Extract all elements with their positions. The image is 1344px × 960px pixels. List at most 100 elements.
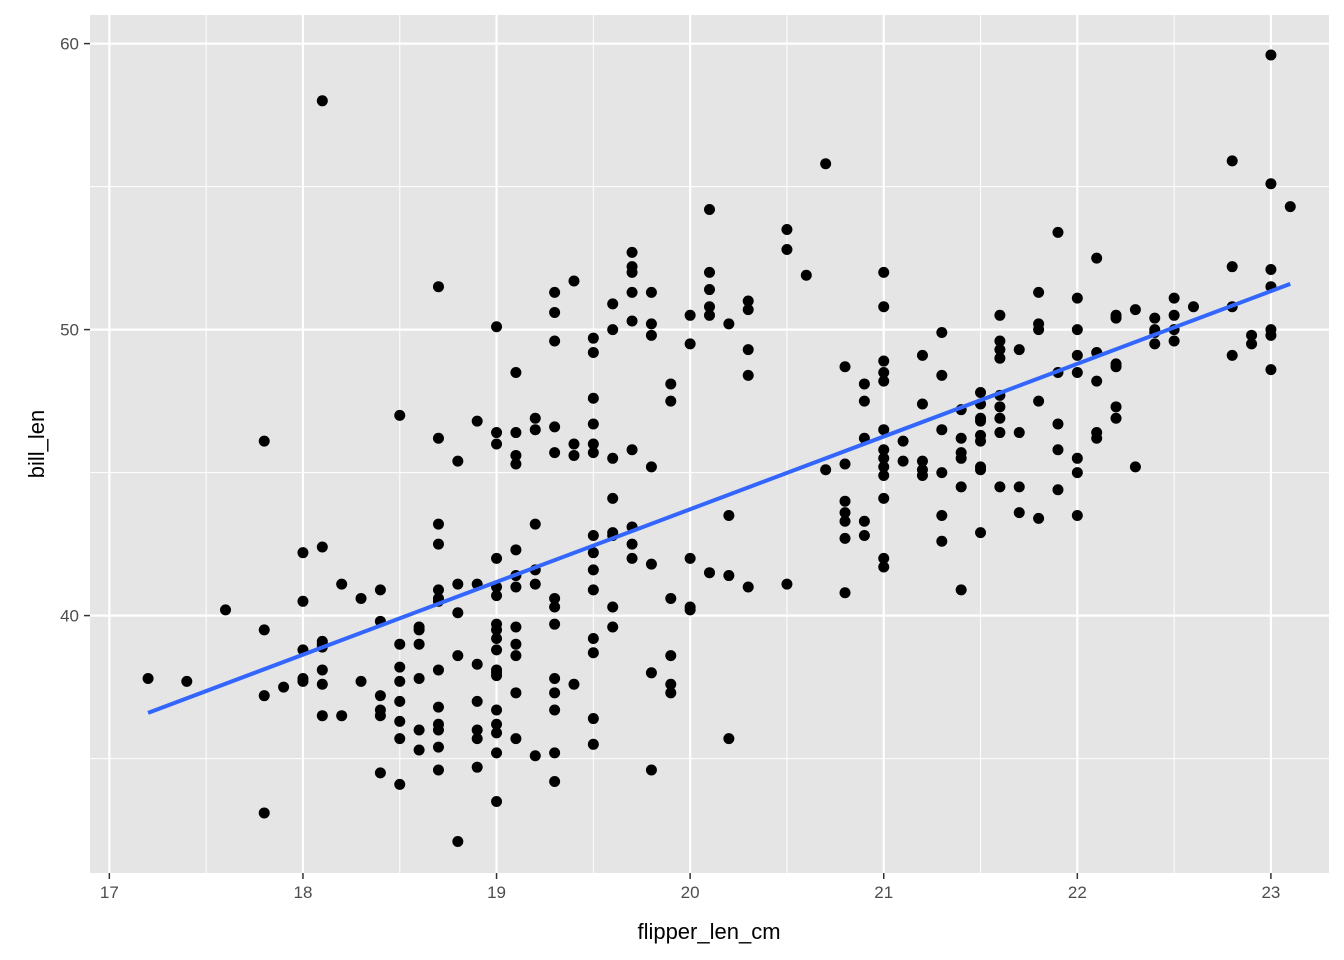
data-point: [1265, 364, 1277, 376]
data-point: [587, 584, 599, 596]
data-point: [1246, 329, 1258, 341]
data-point: [529, 518, 541, 530]
data-point: [394, 638, 406, 650]
data-point: [704, 309, 715, 321]
data-point: [510, 621, 522, 633]
data-point: [549, 592, 561, 604]
data-point: [510, 650, 522, 662]
data-point: [491, 704, 503, 716]
data-point: [587, 564, 599, 576]
data-point: [587, 713, 599, 725]
data-point: [1033, 395, 1045, 407]
data-point: [374, 690, 386, 702]
data-point: [278, 681, 290, 693]
data-point: [878, 561, 890, 573]
data-point: [549, 286, 561, 298]
data-point: [587, 346, 599, 358]
data-point: [607, 298, 619, 310]
data-point: [142, 673, 154, 685]
data-point: [1071, 510, 1083, 521]
data-point: [878, 492, 890, 504]
data-point: [432, 741, 444, 753]
data-point: [491, 718, 503, 730]
data-point: [955, 584, 967, 596]
x-tick-label: 19: [487, 883, 506, 902]
data-point: [994, 335, 1006, 347]
data-point: [878, 469, 890, 481]
data-point: [374, 584, 386, 596]
data-point: [878, 301, 890, 313]
data-point: [936, 369, 948, 381]
data-point: [471, 733, 483, 745]
data-point: [491, 747, 503, 759]
data-point: [878, 424, 890, 436]
data-point: [432, 724, 444, 736]
data-point: [839, 495, 851, 507]
data-point: [413, 638, 425, 650]
data-point: [704, 203, 715, 215]
data-point: [491, 632, 503, 644]
data-point: [1033, 324, 1045, 336]
data-point: [549, 687, 561, 699]
data-point: [452, 836, 464, 848]
data-point: [549, 618, 561, 630]
data-point: [858, 530, 870, 542]
data-point: [1168, 292, 1180, 304]
data-point: [510, 427, 522, 439]
data-point: [645, 318, 657, 330]
data-point: [723, 510, 735, 521]
data-point: [820, 158, 832, 170]
data-point: [1129, 461, 1141, 473]
data-point: [645, 286, 657, 298]
data-point: [316, 678, 328, 690]
data-point: [1226, 349, 1238, 361]
data-point: [1071, 324, 1083, 336]
data-point: [1226, 155, 1238, 167]
data-point: [587, 530, 599, 542]
data-point: [994, 427, 1006, 439]
data-point: [1071, 292, 1083, 304]
data-point: [491, 321, 503, 333]
data-point: [781, 224, 793, 235]
data-point: [878, 266, 890, 278]
data-point: [858, 395, 870, 407]
data-point: [491, 624, 503, 636]
y-axis: 40 50 60: [60, 35, 90, 626]
data-point: [936, 510, 948, 521]
y-tick-label: 50: [60, 321, 79, 340]
data-point: [626, 552, 638, 564]
data-point: [549, 747, 561, 759]
data-point: [878, 444, 890, 456]
data-point: [587, 632, 599, 644]
data-point: [1091, 432, 1103, 444]
data-point: [704, 567, 715, 579]
data-point: [394, 695, 406, 707]
data-point: [1149, 312, 1161, 324]
data-point: [549, 673, 561, 685]
data-point: [723, 733, 735, 745]
data-point: [1013, 481, 1025, 493]
data-point: [1168, 335, 1180, 347]
data-point: [258, 624, 270, 636]
data-point: [607, 601, 619, 613]
data-point: [510, 449, 522, 461]
x-axis-title: flipper_len_cm: [637, 919, 780, 944]
plot-panel: [90, 15, 1329, 873]
data-point: [471, 415, 483, 427]
data-point: [704, 266, 715, 278]
data-point: [1052, 444, 1064, 456]
data-point: [723, 570, 735, 582]
trend-line: [147, 281, 1291, 715]
data-point: [1110, 361, 1122, 373]
data-point: [994, 401, 1006, 413]
data-point: [452, 650, 464, 662]
data-point: [1033, 512, 1045, 524]
data-point: [258, 435, 270, 447]
data-point: [975, 527, 987, 539]
data-point: [742, 369, 754, 381]
data-point: [916, 398, 928, 410]
data-point: [394, 409, 406, 421]
data-point: [607, 324, 619, 336]
data-point: [936, 424, 948, 436]
data-point: [626, 444, 638, 456]
